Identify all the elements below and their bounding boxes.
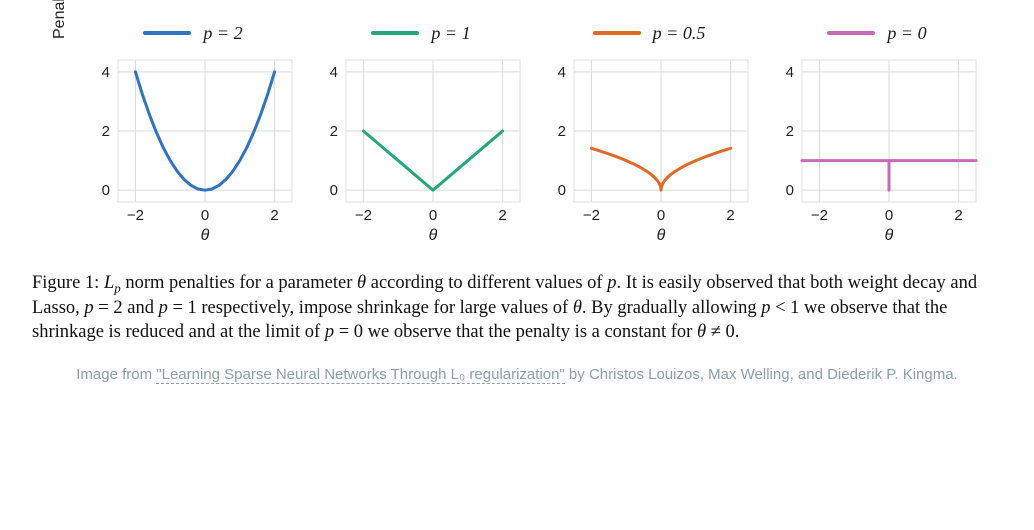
svg-text:0: 0 [201,207,209,224]
svg-text:2: 2 [498,207,506,224]
legend-swatch-p2 [143,31,191,35]
svg-text:4: 4 [330,64,338,81]
figure-container: Penalty p = 2 0 2 4 −2 0 2 θ p = 1 0 2 4 −2 0 2 θ p … [0,0,1034,395]
plot-p2: 0 2 4 −2 0 2 θ [88,54,298,244]
svg-text:2: 2 [270,207,278,224]
caption-prefix: Figure 1: [32,273,104,293]
legend-p1: p = 1 [371,20,470,46]
svg-text:0: 0 [657,207,665,224]
svg-text:4: 4 [558,64,566,81]
svg-text:−2: −2 [127,207,144,224]
plot-p05: 0 2 4 −2 0 2 θ [544,54,754,244]
svg-text:2: 2 [954,207,962,224]
panel-p0: p = 0 0 2 4 −2 0 2 θ [772,20,982,244]
svg-text:−2: −2 [583,207,600,224]
credit-prefix: Image from [76,366,156,383]
svg-text:θ: θ [657,227,666,244]
figure-caption: Figure 1: Lp norm penalties for a parame… [32,272,1002,345]
svg-text:4: 4 [786,64,794,81]
svg-text:2: 2 [102,123,110,140]
legend-label-p05: p = 0.5 [653,23,706,44]
image-credit: Image from "Learning Sparse Neural Netwo… [32,365,1002,385]
panel-p1: p = 1 0 2 4 −2 0 2 θ [316,20,526,244]
legend-p0: p = 0 [827,20,926,46]
svg-text:0: 0 [429,207,437,224]
svg-text:2: 2 [330,123,338,140]
svg-text:2: 2 [558,123,566,140]
credit-link[interactable]: "Learning Sparse Neural Networks Through… [156,366,564,384]
panel-p05: p = 0.5 0 2 4 −2 0 2 θ [544,20,754,244]
legend-swatch-p0 [827,31,875,35]
svg-text:0: 0 [885,207,893,224]
panel-p2: p = 2 0 2 4 −2 0 2 θ [88,20,298,244]
legend-label-p1: p = 1 [431,23,470,44]
svg-text:2: 2 [786,123,794,140]
legend-label-p2: p = 2 [203,23,242,44]
svg-text:θ: θ [885,227,894,244]
plot-p1: 0 2 4 −2 0 2 θ [316,54,526,244]
svg-text:0: 0 [558,182,566,199]
svg-text:4: 4 [102,64,110,81]
panel-row: Penalty p = 2 0 2 4 −2 0 2 θ p = 1 0 2 4 −2 0 2 θ p … [50,20,1002,244]
svg-text:θ: θ [201,227,210,244]
svg-text:0: 0 [786,182,794,199]
svg-text:0: 0 [330,182,338,199]
legend-swatch-p1 [371,31,419,35]
svg-text:−2: −2 [355,207,372,224]
legend-p05: p = 0.5 [593,20,706,46]
legend-label-p0: p = 0 [887,23,926,44]
svg-text:−2: −2 [811,207,828,224]
svg-text:2: 2 [726,207,734,224]
legend-p2: p = 2 [143,20,242,46]
plot-p0: 0 2 4 −2 0 2 θ [772,54,982,244]
svg-text:θ: θ [429,227,438,244]
svg-text:0: 0 [102,182,110,199]
credit-suffix: by Christos Louizos, Max Welling, and Di… [565,366,958,383]
legend-swatch-p05 [593,31,641,35]
y-axis-label: Penalty [51,19,69,39]
